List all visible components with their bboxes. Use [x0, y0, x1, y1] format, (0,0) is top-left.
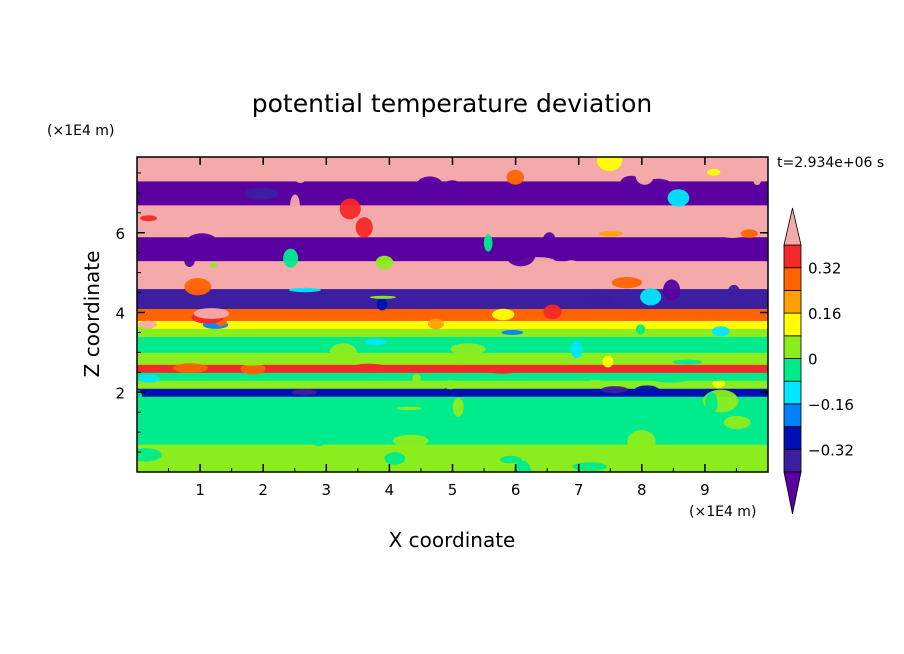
colorbar-swatch	[783, 267, 802, 291]
colorbar-swatch	[783, 358, 802, 382]
colorbar-swatch	[783, 426, 802, 450]
colorbar-swatch	[783, 244, 802, 269]
colorbar-tick-label: 0	[808, 351, 818, 369]
y-tick-label: 2	[115, 384, 125, 402]
x-tick-label: 2	[258, 481, 268, 499]
x-unit-label: (×1E4 m)	[689, 504, 756, 520]
chart-title: potential temperature deviation	[252, 89, 652, 118]
colorbar: 0.32 0.16 0 −0.16 −0.32	[783, 207, 854, 515]
x-tick-label: 4	[385, 481, 395, 499]
colorbar-tick-label: 0.32	[808, 260, 841, 278]
contour-band-11	[137, 288, 768, 310]
y-tick-label: 4	[115, 305, 125, 323]
contour-band-4	[137, 372, 768, 381]
x-tick-label: 8	[637, 481, 647, 499]
x-axis: 1 2 3 4 5 6 7 8 9	[168, 157, 737, 499]
contour-band-8	[137, 328, 768, 337]
colorbar-tick-label: −0.32	[808, 441, 854, 459]
y-unit-label: (×1E4 m)	[47, 123, 114, 139]
colorbar-swatch	[783, 403, 802, 427]
contour-bands	[137, 157, 768, 472]
x-tick-label: 7	[574, 481, 584, 499]
colorbar-swatch	[783, 335, 802, 359]
colorbar-swatch	[783, 312, 802, 337]
x-tick-label: 5	[448, 481, 458, 499]
contour-band-5	[137, 364, 768, 373]
colorbar-max-arrow	[783, 207, 802, 246]
contour-texture	[137, 157, 762, 472]
contour-band-7	[137, 336, 768, 353]
contour-band-10	[137, 308, 768, 321]
x-tick-label: 1	[195, 481, 205, 499]
x-tick-label: 6	[511, 481, 521, 499]
colorbar-min-arrow	[783, 471, 802, 515]
x-axis-label: X coordinate	[389, 528, 516, 552]
x-tick-label: 3	[322, 481, 332, 499]
y-axis-label: Z coordinate	[80, 251, 104, 378]
plot-area	[137, 157, 768, 472]
contour-band-13	[137, 236, 768, 262]
contour-band-6	[137, 352, 768, 365]
x-tick-label: 9	[700, 481, 710, 499]
contour-band-9	[137, 320, 768, 329]
colorbar-tick-label: 0.16	[808, 305, 841, 323]
colorbar-tick-label: −0.16	[808, 396, 854, 414]
colorbar-swatch	[783, 448, 802, 473]
y-axis: 2 4 6	[115, 172, 768, 453]
colorbar-swatch	[783, 289, 802, 314]
colorbar-swatch	[783, 380, 802, 405]
contour-band-12	[137, 260, 768, 290]
y-tick-label: 6	[115, 225, 125, 243]
time-label: t=2.934e+06 s	[777, 155, 884, 171]
contour-band-1	[137, 396, 768, 445]
contour-band-2	[137, 388, 768, 397]
